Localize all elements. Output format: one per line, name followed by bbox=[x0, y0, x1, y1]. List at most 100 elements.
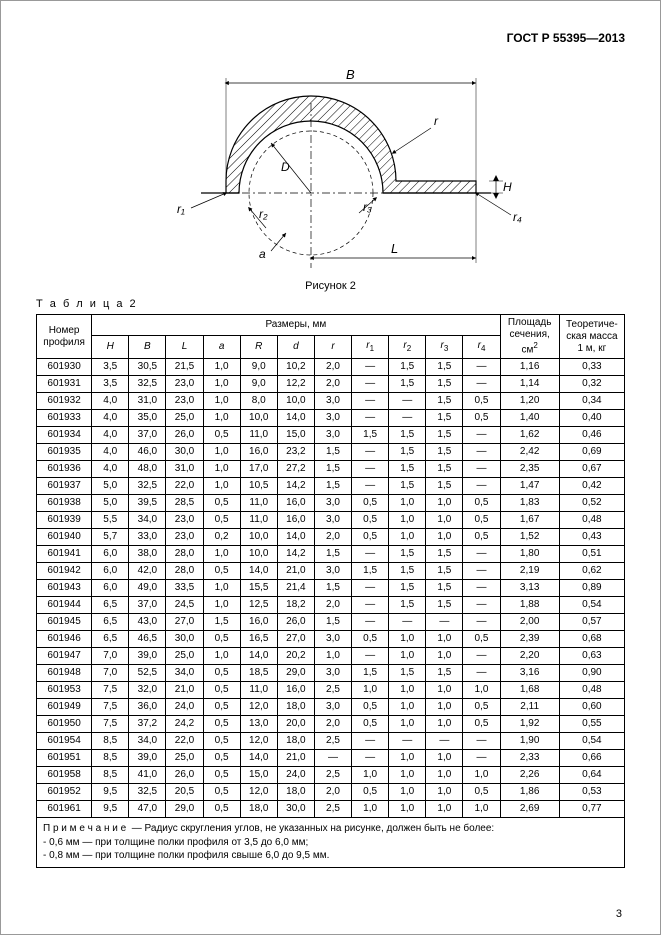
table-cell: 8,0 bbox=[240, 393, 277, 410]
table-cell: 4,0 bbox=[92, 461, 129, 478]
dim-label-H: H bbox=[503, 180, 512, 194]
table-cell: — bbox=[463, 614, 500, 631]
table-cell: 0,5 bbox=[463, 512, 500, 529]
table-cell: 1,5 bbox=[426, 427, 463, 444]
table-cell: 27,0 bbox=[277, 631, 314, 648]
table-cell: — bbox=[426, 733, 463, 750]
th-dims-group: Размеры, мм bbox=[92, 315, 500, 336]
table-cell: 0,60 bbox=[559, 699, 624, 716]
table-cell: 0,42 bbox=[559, 478, 624, 495]
table-cell: 0,40 bbox=[559, 410, 624, 427]
table-cell: 0,5 bbox=[203, 716, 240, 733]
table-cell: 26,0 bbox=[166, 427, 203, 444]
table-cell: 1,0 bbox=[426, 512, 463, 529]
table-cell: 32,0 bbox=[129, 682, 166, 699]
table-cell: 1,5 bbox=[426, 580, 463, 597]
table-cell: 27,0 bbox=[166, 614, 203, 631]
table-cell: 1,0 bbox=[203, 376, 240, 393]
table-cell: 25,0 bbox=[166, 750, 203, 767]
table-cell: 601939 bbox=[37, 512, 92, 529]
table-cell: 16,0 bbox=[240, 614, 277, 631]
table-cell: 0,5 bbox=[463, 393, 500, 410]
table-cell: 0,5 bbox=[463, 631, 500, 648]
table-cell: 1,5 bbox=[426, 665, 463, 682]
table-cell: — bbox=[389, 733, 426, 750]
table-row: 6019354,046,030,01,016,023,21,5—1,51,5—2… bbox=[37, 444, 625, 461]
table-cell: 1,0 bbox=[426, 529, 463, 546]
table-cell: 29,0 bbox=[277, 665, 314, 682]
table-cell: 1,5 bbox=[352, 427, 389, 444]
table-cell: 12,0 bbox=[240, 784, 277, 801]
table-cell: 1,0 bbox=[389, 529, 426, 546]
table-cell: 1,5 bbox=[352, 665, 389, 682]
table-cell: — bbox=[463, 597, 500, 614]
table-cell: 0,5 bbox=[352, 631, 389, 648]
table-cell: 14,0 bbox=[240, 563, 277, 580]
table-row: 6019529,532,520,50,512,018,02,00,51,01,0… bbox=[37, 784, 625, 801]
table-cell: 18,0 bbox=[277, 784, 314, 801]
table-cell: 30,0 bbox=[277, 801, 314, 818]
table-cell: 0,5 bbox=[463, 699, 500, 716]
table-cell: 29,0 bbox=[166, 801, 203, 818]
table-cell: 6,5 bbox=[92, 614, 129, 631]
table-cell: 0,48 bbox=[559, 682, 624, 699]
table-cell: — bbox=[352, 733, 389, 750]
table-cell: 18,5 bbox=[240, 665, 277, 682]
table-cell: 14,2 bbox=[277, 478, 314, 495]
table-row: 6019313,532,523,01,09,012,22,0—1,51,5—1,… bbox=[37, 376, 625, 393]
table-cell: 18,2 bbox=[277, 597, 314, 614]
table-cell: 601946 bbox=[37, 631, 92, 648]
table-note: П р и м е ч а н и е — Радиус скругления … bbox=[37, 818, 625, 868]
table-cell: 15,0 bbox=[240, 767, 277, 784]
table-cell: 0,90 bbox=[559, 665, 624, 682]
table-row: 6019405,733,023,00,210,014,02,00,51,01,0… bbox=[37, 529, 625, 546]
table-cell: 0,52 bbox=[559, 495, 624, 512]
table-cell: 601948 bbox=[37, 665, 92, 682]
dim-label-L: L bbox=[391, 241, 398, 256]
table-cell: 11,0 bbox=[240, 495, 277, 512]
table-cell: 1,0 bbox=[426, 750, 463, 767]
table-cell: 33,5 bbox=[166, 580, 203, 597]
dim-label-r: r bbox=[434, 114, 439, 128]
table-cell: 0,32 bbox=[559, 376, 624, 393]
table-cell: 0,48 bbox=[559, 512, 624, 529]
table-cell: 39,0 bbox=[129, 648, 166, 665]
table-cell: 11,0 bbox=[240, 682, 277, 699]
table-cell: 2,69 bbox=[500, 801, 559, 818]
table-cell: 0,5 bbox=[203, 784, 240, 801]
table-cell: 18,0 bbox=[240, 801, 277, 818]
table-row: 6019466,546,530,00,516,527,03,00,51,01,0… bbox=[37, 631, 625, 648]
table-cell: — bbox=[463, 563, 500, 580]
table-cell: 2,5 bbox=[314, 682, 351, 699]
table-cell: 0,5 bbox=[352, 512, 389, 529]
table-cell: 5,5 bbox=[92, 512, 129, 529]
table-cell: 3,0 bbox=[314, 393, 351, 410]
table-cell: 1,0 bbox=[389, 631, 426, 648]
table-cell: 9,0 bbox=[240, 359, 277, 376]
table-cell: 3,16 bbox=[500, 665, 559, 682]
dim-label-D: D bbox=[281, 160, 290, 174]
table-cell: 27,2 bbox=[277, 461, 314, 478]
table-cell: 39,5 bbox=[129, 495, 166, 512]
table-cell: 24,0 bbox=[166, 699, 203, 716]
table-cell: — bbox=[352, 750, 389, 767]
table-cell: 0,51 bbox=[559, 546, 624, 563]
table-cell: 2,00 bbox=[500, 614, 559, 631]
th-r4: r4 bbox=[463, 336, 500, 359]
table-cell: — bbox=[389, 393, 426, 410]
table-cell: 7,5 bbox=[92, 699, 129, 716]
table-cell: 4,0 bbox=[92, 444, 129, 461]
table-cell: 1,62 bbox=[500, 427, 559, 444]
table-cell: 0,5 bbox=[203, 699, 240, 716]
dim-label-B: B bbox=[346, 67, 355, 82]
table-row: 6019446,537,024,51,012,518,22,0—1,51,5—1… bbox=[37, 597, 625, 614]
table-cell: 23,0 bbox=[166, 393, 203, 410]
page-number: 3 bbox=[616, 908, 622, 920]
table-cell: 0,5 bbox=[203, 801, 240, 818]
table-row: 6019456,543,027,01,516,026,01,5————2,000… bbox=[37, 614, 625, 631]
table-cell: 6,0 bbox=[92, 580, 129, 597]
table-cell: 0,54 bbox=[559, 597, 624, 614]
table-cell: 601953 bbox=[37, 682, 92, 699]
table-cell: — bbox=[426, 614, 463, 631]
table-cell: 0,68 bbox=[559, 631, 624, 648]
